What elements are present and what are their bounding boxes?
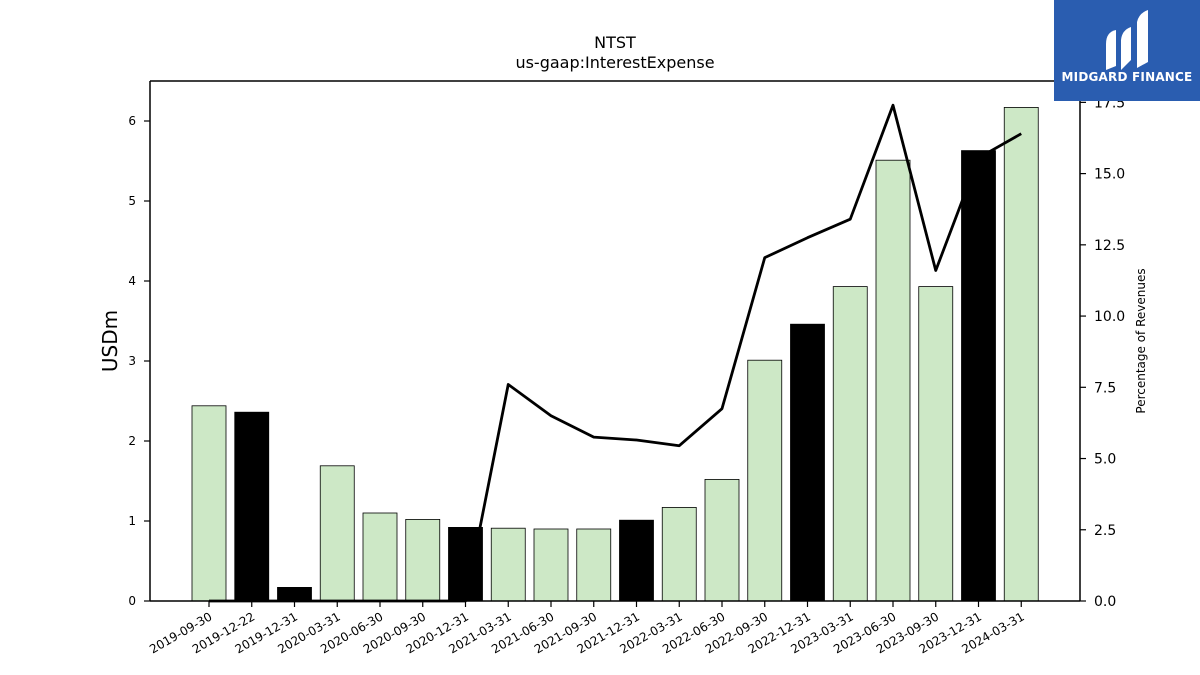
chart-title: NTST: [594, 33, 636, 52]
bar-2020-03-31: [319, 465, 355, 602]
bar-2022-03-31: [661, 506, 697, 602]
y-tick-label: 2: [128, 434, 136, 448]
bar-2021-12-31: [619, 519, 654, 602]
y2-tick-label: 2.5: [1094, 523, 1116, 539]
bar-2022-09-30: [747, 359, 783, 602]
bar-2023-09-30: [918, 286, 954, 602]
y2-tick-label: 0.0: [1094, 594, 1116, 610]
bar-2021-03-31: [490, 527, 526, 602]
y2-axis-label: Percentage of Revenues: [1134, 268, 1148, 413]
midgard-m-logo-icon: [1106, 10, 1148, 70]
bar-2021-09-30: [576, 528, 612, 602]
bar-2021-06-30: [533, 528, 569, 602]
y2-tick-label: 10.0: [1094, 309, 1125, 325]
bar-2020-06-30: [362, 512, 398, 602]
bar-2022-12-31: [790, 323, 825, 602]
bar-2019-09-30: [191, 405, 227, 602]
y-tick-label: 1: [128, 514, 136, 528]
y-tick-label: 5: [128, 194, 136, 208]
chart-subtitle: us-gaap:InterestExpense: [515, 53, 714, 72]
y-axis-label: USDm: [98, 310, 122, 372]
y2-tick-label: 5.0: [1094, 452, 1116, 468]
bar-2023-12-31: [961, 150, 996, 602]
y2-tick-label: 15.0: [1094, 167, 1125, 183]
y-tick-label: 4: [128, 274, 136, 288]
bar-series: [191, 107, 1039, 602]
y-tick-label: 0: [128, 594, 136, 608]
y2-tick-label: 12.5: [1094, 238, 1125, 254]
bar-2024-03-31: [1003, 107, 1039, 602]
y-tick-label: 3: [128, 354, 136, 368]
bar-2023-03-31: [832, 286, 868, 602]
bar-2022-06-30: [704, 478, 740, 602]
bar-2019-12-22: [234, 411, 270, 602]
y-tick-label: 6: [128, 114, 136, 128]
brand-logo: MIDGARD FINANCE: [1054, 0, 1200, 101]
bar-2023-06-30: [875, 159, 911, 602]
bar-2020-09-30: [405, 519, 441, 602]
brand-name: MIDGARD FINANCE: [1061, 70, 1193, 84]
bar-2019-12-31: [277, 587, 312, 602]
y2-tick-label: 7.5: [1094, 380, 1116, 396]
